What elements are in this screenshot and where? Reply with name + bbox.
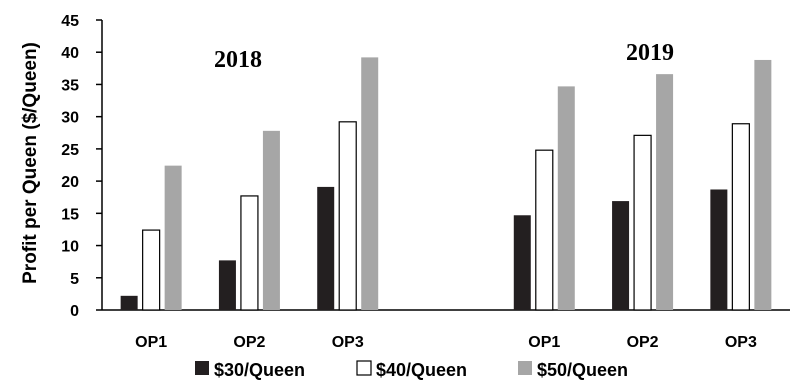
- x-category-label: OP3: [332, 334, 364, 351]
- legend-swatch: [195, 361, 209, 375]
- y-tick-label: 5: [70, 271, 79, 288]
- bar: [656, 74, 674, 310]
- bar: [142, 229, 161, 311]
- y-tick-label: 35: [61, 77, 79, 94]
- bar: [164, 165, 182, 310]
- legend: $30/Queen $40/Queen $50/Queen: [195, 360, 628, 380]
- y-axis-title: Profit per Queen ($/Queen): [20, 42, 41, 284]
- y-axis: 0 5 10 15 20 25 30 35 40 45: [61, 13, 790, 320]
- y-tick-label: 30: [61, 110, 79, 127]
- y-tick-label: 20: [61, 174, 79, 191]
- y-tick-label: 15: [61, 206, 79, 223]
- bar: [535, 149, 554, 311]
- legend-label: $30/Queen: [214, 360, 305, 380]
- bar: [240, 195, 259, 311]
- legend-swatch: [356, 360, 372, 376]
- category-labels: OP1 OP2 OP3 OP1 OP2 OP3: [135, 334, 757, 351]
- bar: [317, 186, 335, 310]
- legend-label: $50/Queen: [537, 360, 628, 380]
- group-label-2018: 2018: [214, 47, 262, 73]
- y-tick-label: 0: [70, 303, 79, 320]
- x-category-label: OP2: [627, 334, 659, 351]
- group-label-2019: 2019: [626, 40, 674, 66]
- bar: [513, 215, 531, 310]
- bar: [218, 260, 236, 310]
- x-category-label: OP1: [135, 334, 167, 351]
- x-category-label: OP3: [725, 334, 757, 351]
- bar: [262, 130, 280, 310]
- bar: [557, 86, 575, 310]
- bar: [633, 134, 652, 311]
- bar: [361, 57, 379, 310]
- legend-label: $40/Queen: [376, 360, 467, 380]
- bar: [754, 59, 772, 311]
- bars: [120, 57, 772, 311]
- y-tick-label: 25: [61, 142, 79, 159]
- bar: [120, 295, 138, 310]
- bar: [612, 201, 630, 310]
- legend-swatch: [518, 361, 532, 375]
- y-tick-label: 45: [61, 13, 79, 30]
- x-category-label: OP1: [528, 334, 560, 351]
- bar: [731, 123, 750, 311]
- y-tick-label: 10: [61, 239, 79, 256]
- bar: [710, 189, 728, 310]
- bar: [338, 121, 357, 311]
- x-category-label: OP2: [233, 334, 265, 351]
- y-tick-label: 40: [61, 45, 79, 62]
